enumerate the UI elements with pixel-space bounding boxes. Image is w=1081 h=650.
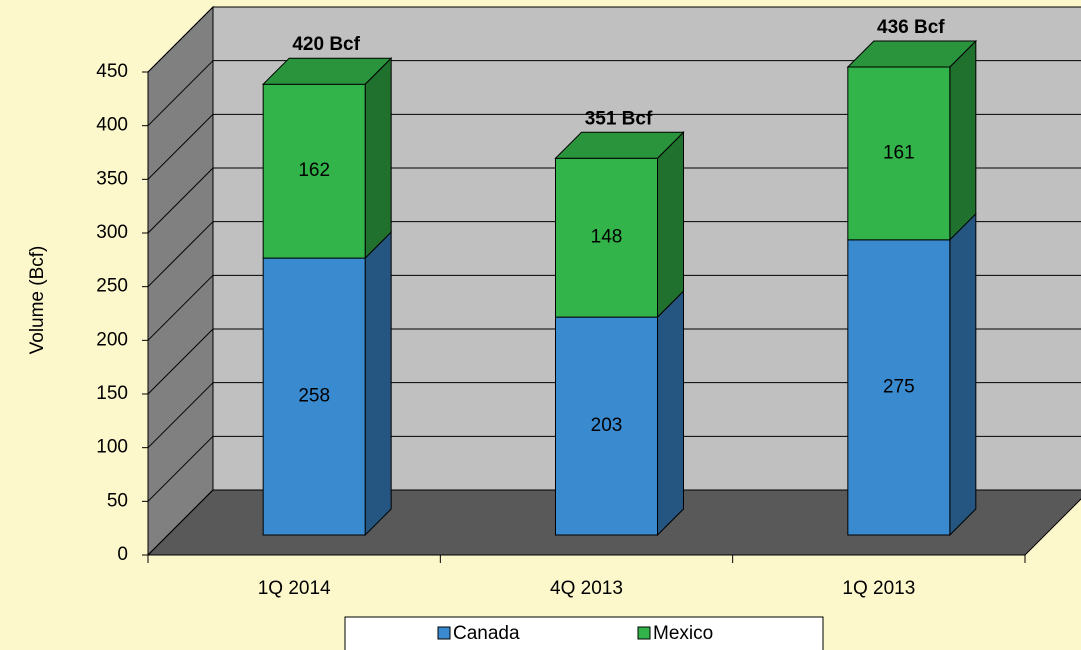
grid-line — [147, 113, 214, 180]
y-tick-label: 50 — [107, 490, 128, 511]
legend-swatch — [637, 626, 651, 640]
bar — [262, 257, 366, 536]
grid-line — [147, 6, 214, 73]
total-label: 420 Bcf — [292, 34, 360, 55]
legend — [344, 616, 824, 650]
y-tick-label: 350 — [96, 168, 128, 189]
bar-side — [657, 289, 684, 537]
bar-top — [554, 131, 685, 159]
x-tick-label: 4Q 2013 — [550, 578, 623, 599]
data-label: 162 — [298, 160, 330, 181]
grid-line — [147, 274, 214, 341]
data-label: 275 — [883, 376, 915, 397]
x-tick-label: 1Q 2013 — [842, 578, 915, 599]
legend-label: Canada — [453, 623, 520, 644]
legend-swatch — [437, 626, 451, 640]
y-tick-label: 400 — [96, 115, 128, 136]
legend-label: Mexico — [653, 623, 713, 644]
total-label: 436 Bcf — [877, 17, 945, 38]
grid-line — [147, 382, 214, 449]
data-label: 258 — [298, 386, 330, 407]
bar-side — [949, 212, 977, 537]
y-tick-label: 250 — [96, 276, 128, 297]
bar-side — [657, 131, 684, 319]
grid-line — [147, 167, 214, 234]
grid-line — [147, 435, 214, 502]
y-tick-label: 100 — [96, 437, 128, 458]
y-tick-label: 0 — [117, 544, 128, 565]
y-tick-label: 450 — [96, 61, 128, 82]
grid-line — [147, 60, 214, 127]
bar-top — [846, 40, 978, 68]
x-tick-label: 1Q 2014 — [258, 578, 331, 599]
y-tick-label: 150 — [96, 383, 128, 404]
bar — [555, 316, 658, 536]
y-axis-label: Volume (Bcf) — [27, 246, 48, 355]
y-tick-label: 300 — [96, 222, 128, 243]
data-label: 161 — [883, 142, 915, 163]
data-label: 203 — [591, 415, 623, 436]
y-tick-label: 200 — [96, 329, 128, 350]
side-wall — [147, 5, 214, 557]
grid-line — [147, 489, 214, 556]
bar-side — [364, 230, 392, 537]
total-label: 351 Bcf — [585, 108, 653, 129]
grid-line — [147, 328, 214, 395]
bar — [555, 157, 658, 318]
grid-line — [147, 221, 214, 288]
bar-side — [949, 39, 977, 242]
bar-top — [261, 57, 393, 85]
bar-side — [364, 56, 392, 260]
data-label: 148 — [591, 227, 623, 248]
bar — [262, 83, 366, 259]
